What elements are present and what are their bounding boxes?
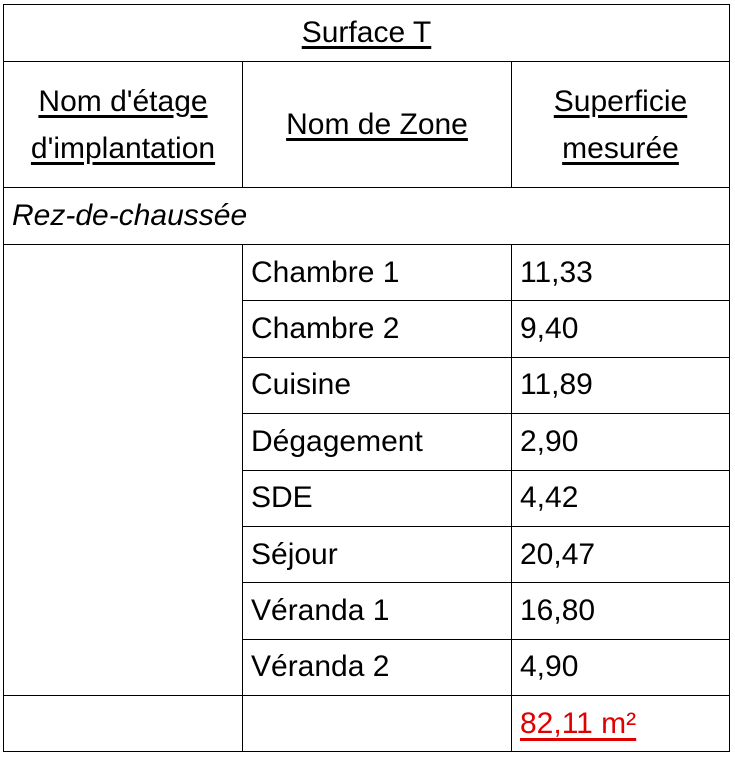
header-zone: Nom de Zone	[243, 62, 512, 187]
table-row: Dégagement 2,90	[243, 414, 729, 471]
table-row: Chambre 2 9,40	[243, 301, 729, 358]
zone-name: Cuisine	[243, 357, 512, 414]
header-row: Nom d'étage d'implantation Nom de Zone Su…	[4, 62, 729, 188]
header-area: Superficie mesurée	[553, 84, 688, 165]
header-floor: Nom d'étage d'implantation	[4, 62, 243, 187]
zone-name: Véranda 2	[243, 639, 512, 696]
table-row: Véranda 1 16,80	[243, 583, 729, 640]
zone-area: 16,80	[520, 594, 596, 628]
table-row: Chambre 1 11,33	[243, 245, 729, 302]
zone-name: Chambre 1	[243, 245, 512, 301]
zone-area: 11,33	[520, 255, 593, 289]
zone-name: Véranda 1	[243, 583, 512, 639]
group-row: Rez-de-chaussée	[4, 188, 729, 245]
total-area: 82,11 m²	[520, 706, 637, 740]
title-row: Surface T	[4, 5, 729, 62]
zone-area: 4,42	[520, 481, 579, 515]
zone-area: 9,40	[520, 312, 579, 346]
table-title: Surface T	[301, 16, 432, 49]
zone-area: 20,47	[520, 537, 596, 571]
zone-name: SDE	[243, 470, 512, 526]
total-row: 82,11 m²	[4, 696, 729, 751]
surface-table: Surface T Nom d'étage d'implantation Nom …	[3, 4, 730, 752]
zone-area: 2,90	[520, 424, 579, 458]
zone-name: Chambre 2	[243, 301, 512, 357]
zone-name: Dégagement	[243, 414, 512, 470]
table-row: Cuisine 11,89	[243, 357, 729, 415]
group-label: Rez-de-chaussée	[12, 199, 248, 232]
floor-cell-empty	[4, 245, 243, 697]
zone-area: 4,90	[520, 650, 579, 684]
zone-name: Séjour	[243, 527, 512, 583]
table-row: Véranda 2 4,90	[243, 639, 729, 697]
zone-area: 11,89	[520, 368, 593, 402]
table-row: Séjour 20,47	[243, 527, 729, 584]
table-row: SDE 4,42	[243, 470, 729, 527]
